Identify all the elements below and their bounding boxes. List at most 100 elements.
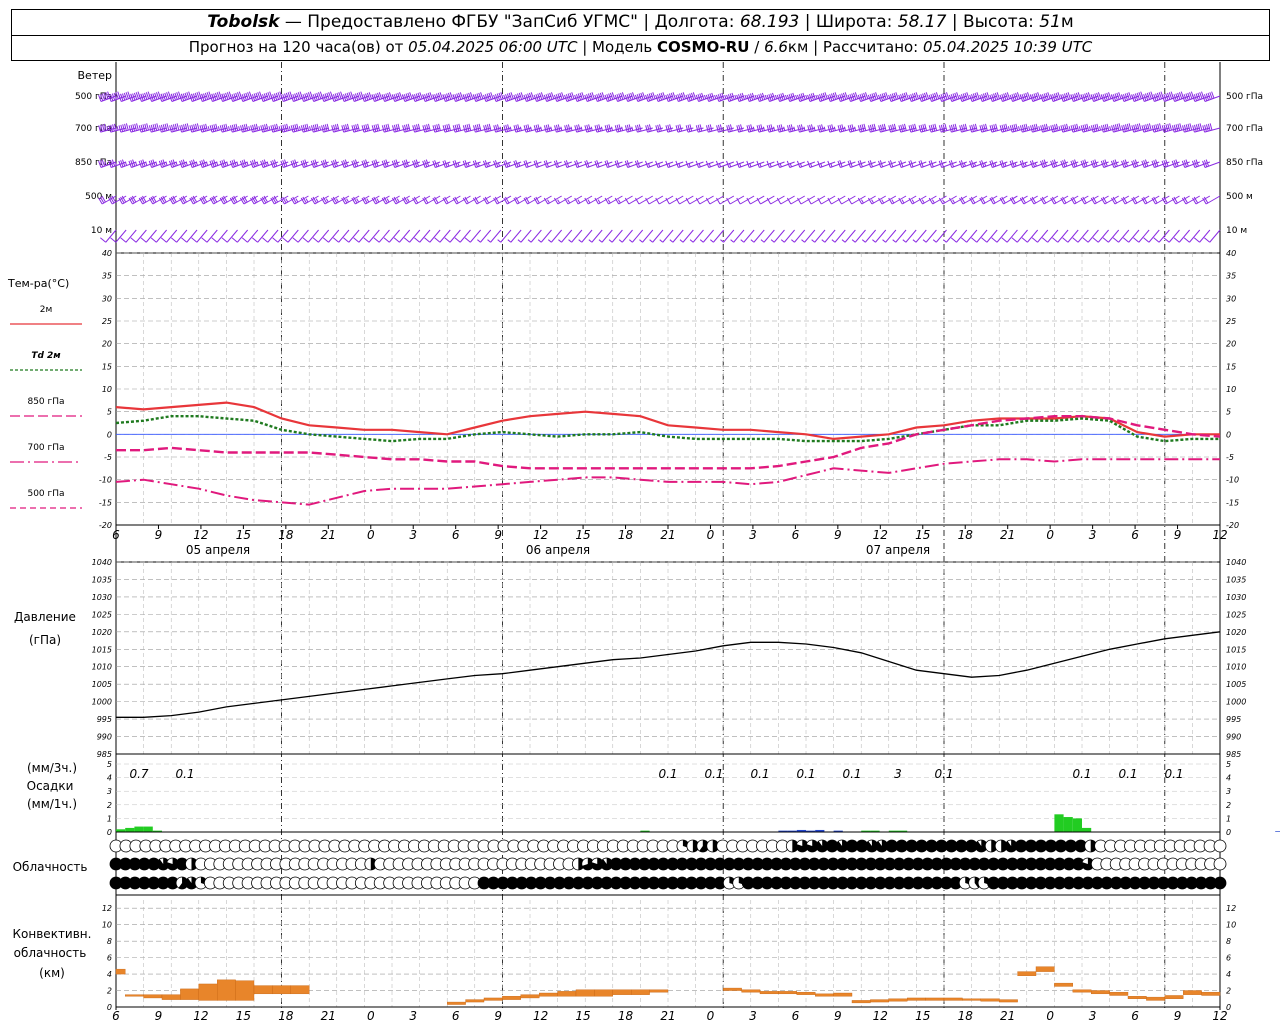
wind-barb-staff xyxy=(203,195,218,205)
wind-barb-feather xyxy=(1070,125,1074,133)
wind-barb-staff xyxy=(709,195,724,205)
wind-barb-feather xyxy=(403,237,410,243)
temp-ytick-right: 30 xyxy=(1226,294,1236,303)
wind-barb-feather xyxy=(1045,123,1049,131)
model-prefix: Модель xyxy=(592,38,653,56)
wind-barb-feather xyxy=(273,195,279,203)
wind-barb-feather xyxy=(376,92,381,100)
wind-barb xyxy=(341,123,360,133)
wind-barb-feather xyxy=(959,94,963,102)
wind-barb-staff xyxy=(318,229,330,243)
wind-barb-feather xyxy=(144,123,148,131)
wind-barb xyxy=(383,229,400,243)
wind-barb-feather xyxy=(345,124,348,132)
wind-barb-feather xyxy=(468,123,472,131)
wind-barb-staff xyxy=(1175,195,1190,205)
wind-barb-feather xyxy=(432,197,437,205)
wind-barb-half-feather xyxy=(669,239,674,243)
wind-barb-feather xyxy=(273,159,278,167)
wind-barb-half-feather xyxy=(764,94,768,100)
wind-barb-feather xyxy=(464,94,468,101)
wind-barb xyxy=(928,160,947,168)
wind-barb-feather xyxy=(1025,123,1029,131)
wind-barb-half-feather xyxy=(942,199,945,204)
wind-barb-staff xyxy=(561,229,573,243)
precip-bar xyxy=(134,826,144,832)
wind-barb-feather xyxy=(1062,94,1066,101)
wind-barb-feather xyxy=(520,92,524,100)
wind-barb-feather xyxy=(861,93,865,101)
wind-barb-feather xyxy=(895,92,899,100)
wind-barb-feather xyxy=(344,93,349,101)
wind-barb xyxy=(604,160,623,168)
wind-barb-feather xyxy=(918,94,922,102)
wind-barb-feather xyxy=(1009,94,1013,102)
wind-barb-feather xyxy=(1128,92,1132,100)
wind-barb-feather xyxy=(357,123,360,131)
wind-barb-feather xyxy=(231,160,235,167)
wind-barb-feather xyxy=(1193,94,1198,101)
wind-barb-staff xyxy=(287,229,299,243)
wind-barb-feather xyxy=(802,92,806,100)
wind-barb-feather xyxy=(618,124,622,132)
wind-barb-feather xyxy=(170,237,177,243)
wind-barb-feather xyxy=(484,196,490,204)
wind-barb-staff xyxy=(632,229,644,243)
wind-barb-feather xyxy=(110,124,114,132)
conv-cloud-bar xyxy=(180,988,199,1000)
wind-barb-feather xyxy=(727,94,732,101)
wind-barb-feather xyxy=(270,197,275,205)
wind-barb xyxy=(898,195,917,205)
temp-ytick-right: -5 xyxy=(1226,453,1234,462)
wind-barb-feather xyxy=(1041,160,1046,167)
wind-barb xyxy=(831,229,846,243)
wind-barb-feather xyxy=(1133,94,1137,101)
wind-barb-feather xyxy=(1021,124,1025,132)
wind-barb-feather xyxy=(729,124,733,132)
wind-barb-feather xyxy=(424,237,431,243)
wind-barb-feather xyxy=(280,160,284,168)
wind-barb-feather xyxy=(272,196,277,204)
wind-barb-feather xyxy=(606,124,610,132)
wind-barb-feather xyxy=(817,197,822,205)
wind-barb-feather xyxy=(209,160,213,168)
wind-barb-staff xyxy=(1084,195,1099,205)
wind-barb-feather xyxy=(322,160,327,167)
wind-barb-half-feather xyxy=(124,161,128,166)
wind-barb-staff xyxy=(804,229,816,243)
wind-barb-half-feather xyxy=(305,198,309,203)
wind-barb-feather xyxy=(1021,237,1028,243)
pressure-ytick-left: 1015 xyxy=(92,645,112,654)
wind-barb-feather xyxy=(353,196,358,204)
wind-barb-feather xyxy=(250,197,255,205)
wind-panel-label: Ветер xyxy=(78,69,112,82)
wind-barb-feather xyxy=(280,94,284,102)
wind-barb xyxy=(928,195,947,205)
wind-barb xyxy=(472,92,491,102)
wind-barb-feather xyxy=(405,159,409,167)
wind-barb-feather xyxy=(928,197,934,205)
wind-barb-feather xyxy=(213,93,217,101)
wind-barb-feather xyxy=(771,92,776,100)
wind-barb-staff xyxy=(1067,229,1079,243)
wind-barb-feather xyxy=(414,124,417,132)
wind-barb-feather xyxy=(960,196,966,204)
wind-barb-feather xyxy=(158,197,164,205)
wind-barb-feather xyxy=(192,159,197,167)
wind-barb-feather xyxy=(972,93,977,101)
conv-xtick-label: 21 xyxy=(1000,1009,1015,1023)
conv-xtick-label: 3 xyxy=(749,1009,757,1023)
wind-barb-feather xyxy=(565,94,570,101)
wind-barb-half-feather xyxy=(366,198,370,203)
wind-barb-feather xyxy=(821,124,824,132)
wind-barb-feather xyxy=(253,159,257,167)
wind-barb-feather xyxy=(669,124,672,132)
conv-cloud-bar xyxy=(612,989,632,995)
wind-barb-feather xyxy=(1111,197,1116,205)
wind-barb-feather xyxy=(1148,92,1152,100)
wind-barb-feather xyxy=(292,196,297,204)
precip-label: Осадки xyxy=(27,779,74,793)
temp-ytick-right: 10 xyxy=(1226,385,1236,394)
temp-ytick-right: -10 xyxy=(1226,476,1239,485)
wind-barb xyxy=(685,195,704,205)
